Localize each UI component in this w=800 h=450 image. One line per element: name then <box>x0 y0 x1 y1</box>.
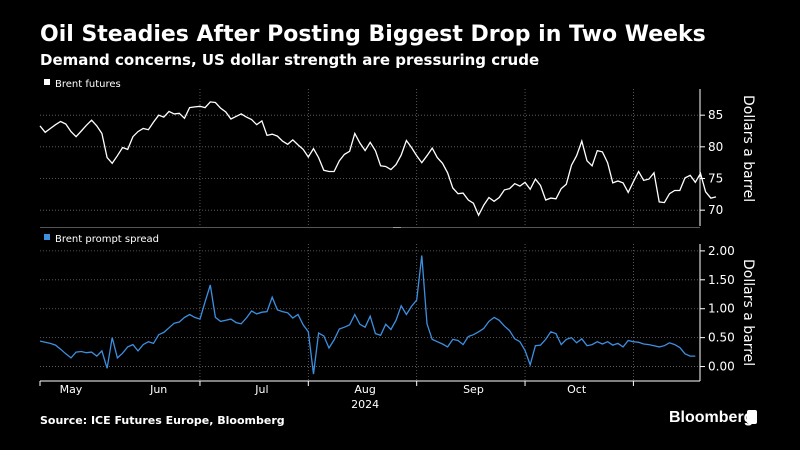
prompt-spread-legend-label: Brent prompt spread <box>55 234 159 245</box>
x-axis-month-label: Jun <box>149 383 167 396</box>
bloomberg-logo: Bloomberg <box>669 409 754 426</box>
top-panel-y-tick-label: 70 <box>708 203 723 217</box>
top-y-axis-title: Dollars a barrel <box>740 95 756 202</box>
bottom-panel-y-tick-label: 1.50 <box>708 273 735 287</box>
source-note: Source: ICE Futures Europe, Bloomberg <box>40 414 285 427</box>
brent-futures-series-line <box>39 101 717 217</box>
prompt-spread-series-line <box>39 255 696 375</box>
chart-subtitle: Demand concerns, US dollar strength are … <box>40 51 540 69</box>
x-axis-month-label: Oct <box>567 383 587 396</box>
bottom-panel-y-tick-label: 0.50 <box>708 331 735 345</box>
bloomberg-logo-icon <box>747 410 757 424</box>
brent-futures-legend-label: Brent futures <box>55 79 121 90</box>
bottom-y-axis-title: Dollars a barrel <box>740 259 756 366</box>
brent-futures-legend-swatch <box>44 79 50 85</box>
chart-title: Oil Steadies After Posting Biggest Drop … <box>40 22 706 47</box>
x-axis-month-label: Sep <box>463 383 484 396</box>
top-panel-y-tick-label: 85 <box>708 108 723 122</box>
prompt-spread-legend-swatch <box>44 234 50 240</box>
top-panel-y-tick-label: 75 <box>708 172 723 186</box>
bottom-panel-y-tick-label: 2.00 <box>708 244 735 258</box>
bottom-panel-y-tick-label: 1.00 <box>708 302 735 316</box>
x-axis-year-label: 2024 <box>351 398 379 411</box>
x-axis-month-label: May <box>60 383 83 396</box>
bottom-panel-y-tick-label: 0.00 <box>708 360 735 374</box>
x-axis-month-label: Jul <box>254 383 268 396</box>
x-axis-month-label: Aug <box>354 383 375 396</box>
top-panel-y-tick-label: 80 <box>708 140 723 154</box>
